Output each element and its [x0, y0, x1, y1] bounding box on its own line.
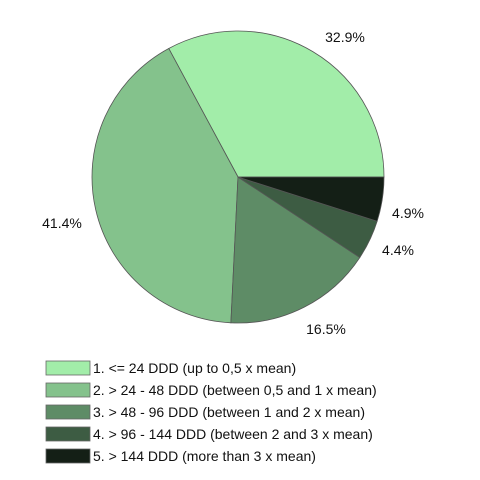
data-label-slice-3: 16.5% — [306, 321, 346, 337]
legend-label-2: 2. > 24 - 48 DDD (between 0,5 and 1 x me… — [93, 382, 377, 398]
data-label-slice-2: 41.4% — [42, 215, 82, 231]
legend-swatch-2 — [45, 382, 91, 398]
pie-slice-1 — [168, 30, 385, 178]
legend-swatch-4 — [45, 426, 91, 442]
legend-swatch-3 — [45, 404, 91, 420]
legend-label-4: 4. > 96 - 144 DDD (between 2 and 3 x mea… — [93, 426, 373, 442]
legend-label-1: 1. <= 24 DDD (up to 0,5 x mean) — [93, 360, 296, 376]
pie-slice-2 — [91, 47, 239, 324]
legend-label-5: 5. > 144 DDD (more than 3 x mean) — [93, 448, 316, 464]
legend-label-3: 3. > 48 - 96 DDD (between 1 and 2 x mean… — [93, 404, 365, 420]
legend-swatch-5 — [45, 448, 91, 464]
legend: 1. <= 24 DDD (up to 0,5 x mean) 2. > 24 … — [45, 360, 377, 464]
data-label-slice-5: 4.9% — [392, 205, 424, 221]
pie-data-labels: 32.9% 41.4% 16.5% 4.4% 4.9% — [42, 29, 424, 337]
legend-swatch-1 — [45, 360, 91, 376]
pie-slice-5 — [237, 176, 385, 222]
pie-slice-3 — [230, 176, 361, 324]
data-label-slice-1: 32.9% — [325, 29, 365, 45]
data-label-slice-4: 4.4% — [382, 242, 414, 258]
pie-slices — [91, 30, 385, 324]
